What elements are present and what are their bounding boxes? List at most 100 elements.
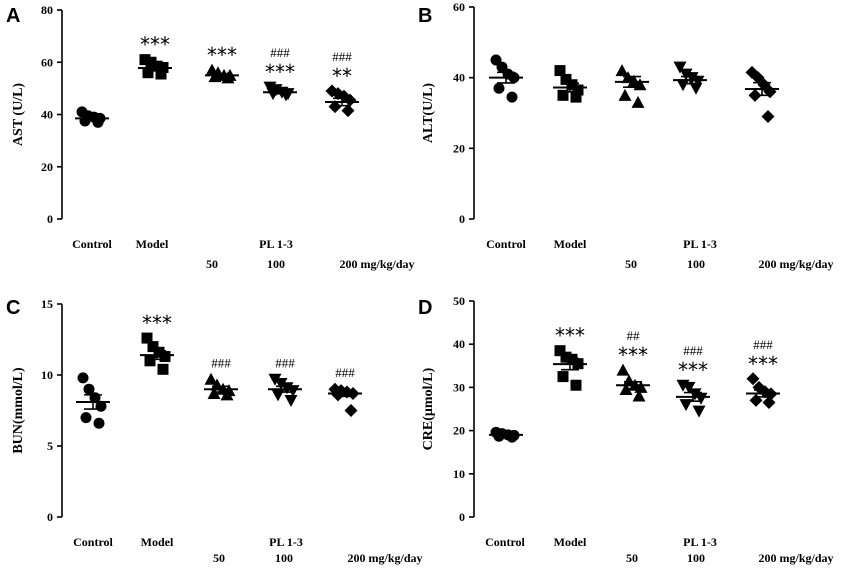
data-point [685, 72, 699, 85]
x-label-control: Control [73, 535, 113, 549]
data-point [147, 341, 159, 353]
data-point [554, 65, 566, 77]
data-point [80, 412, 92, 424]
data-point [751, 71, 765, 85]
x-label-control: Control [486, 237, 526, 251]
data-point [220, 388, 234, 401]
y-tick-label: 15 [41, 297, 53, 311]
data-point [153, 346, 165, 358]
data-point [343, 93, 357, 107]
group-3 [676, 379, 710, 418]
y-tick-label: 10 [41, 368, 53, 382]
x-group-label: PL 1-3 [269, 535, 303, 549]
y-tick-label: 30 [453, 380, 465, 394]
group-3 [268, 373, 302, 408]
significance-stars: *** [678, 358, 708, 382]
group-0 [75, 106, 109, 128]
y-tick-label: 0 [47, 510, 53, 524]
data-point [557, 371, 569, 383]
data-point [688, 388, 702, 401]
x-label-dose-200: 200 mg/kg/day [339, 257, 414, 271]
data-point [271, 389, 285, 402]
y-tick-label: 0 [459, 212, 465, 226]
panel-letter: A [6, 5, 20, 27]
data-point [554, 345, 566, 357]
data-point [673, 61, 687, 74]
significance-stars: *** [207, 43, 237, 67]
x-label-dose-100: 100 [275, 551, 293, 565]
data-point [141, 332, 153, 344]
data-point [566, 79, 578, 91]
x-label-dose-100: 100 [687, 257, 705, 271]
data-point [506, 91, 518, 103]
data-point [286, 385, 300, 398]
x-label-model: Model [554, 237, 587, 251]
significance-stars: *** [140, 33, 170, 57]
data-point [572, 84, 584, 96]
data-point [83, 383, 95, 395]
data-point [746, 372, 760, 386]
group-4 [746, 372, 780, 410]
data-point [331, 388, 345, 402]
y-tick-label: 60 [453, 0, 465, 14]
group-4 [328, 382, 362, 417]
data-point [93, 417, 105, 429]
y-tick-label: 20 [41, 160, 53, 174]
group-4 [745, 65, 779, 124]
data-point [157, 363, 169, 375]
y-tick-label: 20 [453, 424, 465, 438]
group-2 [616, 363, 650, 402]
y-tick-label: 60 [41, 55, 53, 69]
data-point [618, 88, 632, 101]
data-point [679, 399, 693, 412]
significance-hash: ### [211, 355, 231, 370]
significance-hash: ## [627, 328, 641, 343]
data-point [560, 351, 572, 363]
data-point [284, 395, 298, 408]
significance-stars: ** [332, 64, 352, 88]
x-label-dose-200: 200 mg/kg/day [758, 551, 833, 565]
data-point [682, 381, 696, 394]
x-group-label: PL 1-3 [683, 237, 717, 251]
x-label-dose-50: 50 [213, 551, 225, 565]
y-tick-label: 40 [41, 108, 53, 122]
y-tick-label: 40 [453, 337, 465, 351]
group-0 [76, 372, 110, 429]
data-point [557, 89, 569, 101]
data-point [616, 363, 630, 376]
group-2 [204, 372, 238, 401]
group-1 [138, 54, 172, 80]
data-point [761, 110, 775, 124]
y-tick-label: 20 [453, 141, 465, 155]
significance-hash: ### [332, 49, 352, 64]
significance-hash: ### [270, 45, 290, 60]
panel-d: D01020304050CRE(μmol/L)******##***###***… [418, 294, 834, 565]
significance-hash: ### [335, 365, 355, 380]
data-point [570, 91, 582, 103]
data-point [344, 404, 358, 417]
y-tick-label: 5 [47, 439, 53, 453]
x-label-model: Model [554, 535, 587, 549]
panel-letter: B [418, 5, 432, 27]
significance-hash: ### [683, 343, 703, 358]
y-tick-label: 0 [47, 212, 53, 226]
group-1 [553, 65, 587, 103]
y-tick-label: 40 [453, 71, 465, 85]
x-label-dose-200: 200 mg/kg/day [758, 257, 833, 271]
y-axis-label: AST (U/L) [11, 83, 26, 146]
data-point [566, 353, 578, 365]
data-point [676, 79, 690, 92]
significance-stars: *** [618, 343, 648, 367]
group-1 [553, 345, 587, 391]
panel-c: C 0 5 10 15 BUN(mmol/L) *** ### ### ### Control Mod… [6, 297, 423, 565]
x-label-dose-100: 100 [687, 551, 705, 565]
significance-stars: *** [142, 311, 172, 335]
data-point [749, 393, 763, 407]
data-point [274, 378, 288, 391]
x-group-label: PL 1-3 [259, 237, 293, 251]
data-point [694, 392, 708, 405]
significance-hash: ### [753, 337, 773, 352]
group-0 [489, 54, 523, 103]
